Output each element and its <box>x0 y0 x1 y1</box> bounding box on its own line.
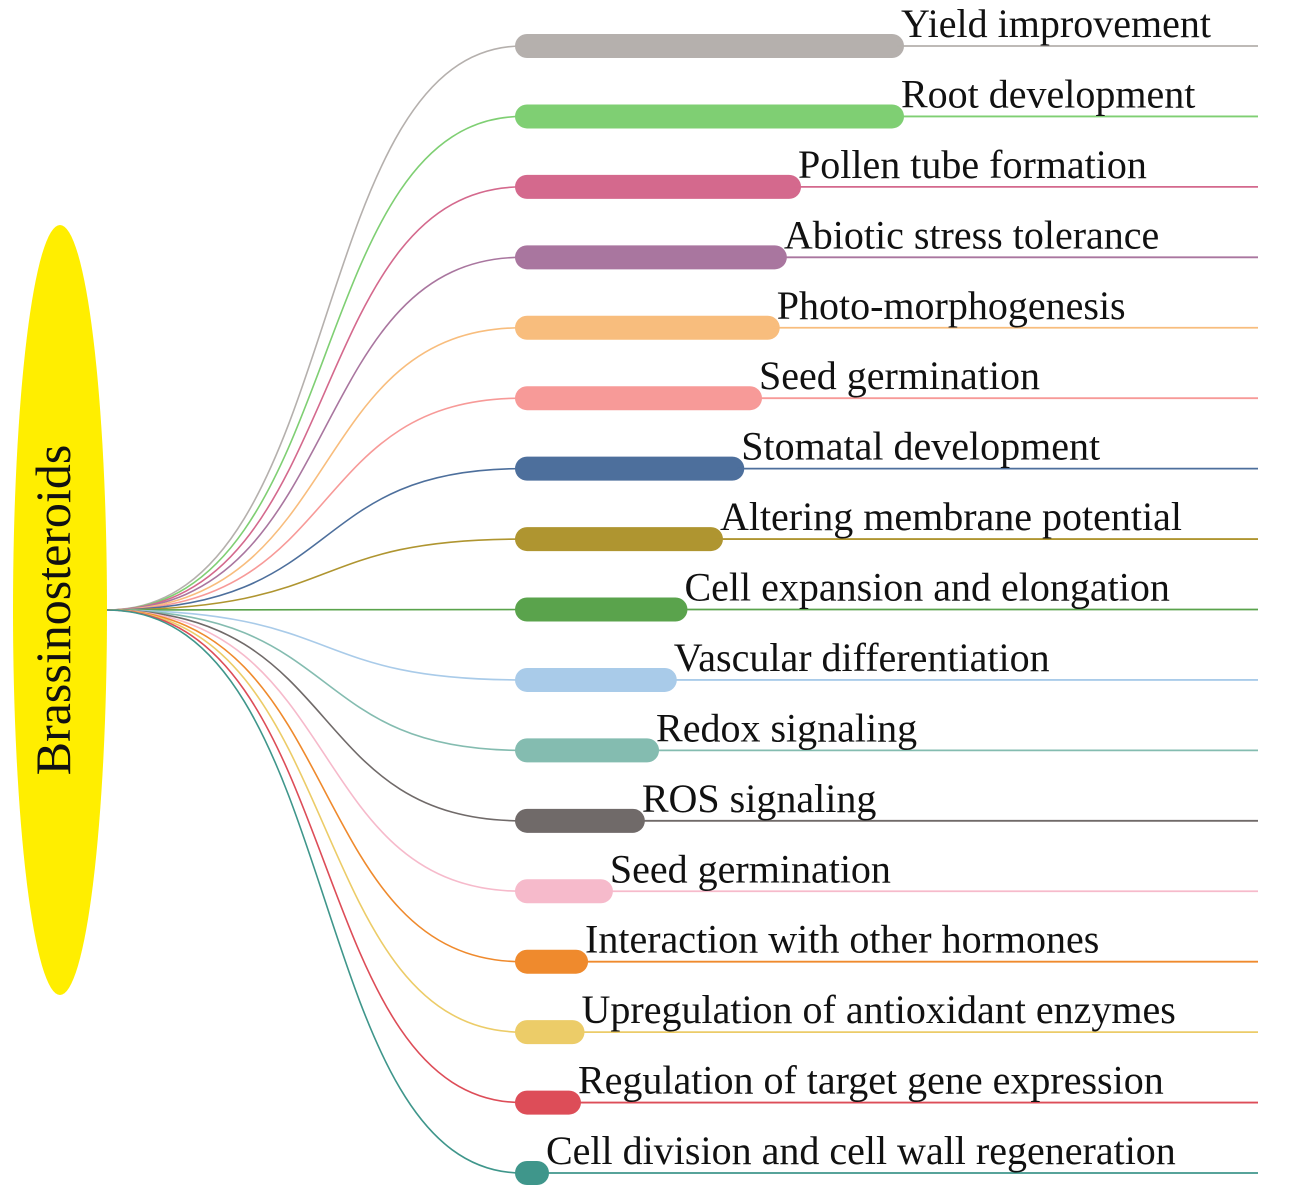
connector-line <box>106 45 523 611</box>
connector-line <box>106 115 523 611</box>
connector-line <box>106 609 523 752</box>
branch-label: Regulation of target gene expression <box>578 1058 1164 1103</box>
branch-label: Photo-morphogenesis <box>777 283 1126 328</box>
connector-line <box>106 538 523 611</box>
root-node <box>13 225 107 995</box>
branch-label: Upregulation of antioxidant enzymes <box>582 987 1176 1032</box>
connector-line <box>106 609 523 1104</box>
branch-label: Altering membrane potential <box>720 494 1182 539</box>
branch-label: Seed germination <box>759 353 1040 398</box>
branch-label: Redox signaling <box>656 705 917 750</box>
branches: Yield improvement Root development Pollen … <box>515 1 1258 1185</box>
branch-label: Abiotic stress tolerance <box>784 212 1159 257</box>
branch-label: Pollen tube formation <box>798 142 1147 187</box>
connector-line <box>106 186 523 611</box>
branch-label: Cell division and cell wall regeneration <box>546 1128 1176 1173</box>
connector-line <box>106 397 523 611</box>
root-label: Brassinosteroids <box>25 445 81 776</box>
branch-label: Vascular differentiation <box>674 635 1050 680</box>
connector-line <box>106 256 523 611</box>
connector-line <box>106 609 523 822</box>
connector-line <box>106 609 523 681</box>
connector-line <box>106 608 523 611</box>
branch-label: Seed germination <box>610 846 891 891</box>
connector-line <box>106 609 523 893</box>
connector-line <box>106 467 523 611</box>
connector-line <box>106 326 523 611</box>
branch-label: Yield improvement <box>901 1 1211 46</box>
branch-label: Cell expansion and elongation <box>684 565 1169 610</box>
branch-label: Root development <box>901 71 1195 116</box>
connector-line <box>106 609 523 1174</box>
branch-label: ROS signaling <box>642 776 876 821</box>
connector-lines <box>106 45 523 1174</box>
branch-label: Interaction with other hormones <box>585 917 1099 962</box>
connector-line <box>106 609 523 963</box>
connector-line <box>106 609 523 1033</box>
branch-label: Stomatal development <box>741 424 1100 469</box>
